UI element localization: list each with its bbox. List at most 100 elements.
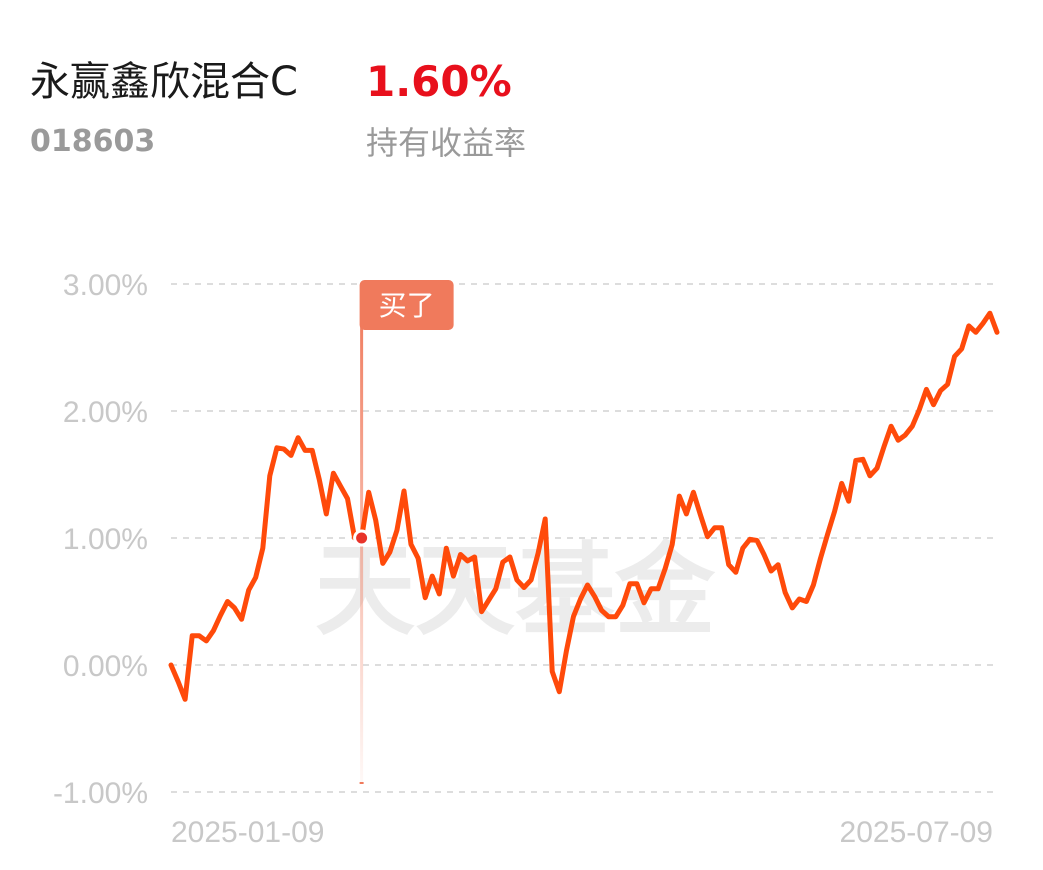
data-point — [437, 592, 441, 596]
data-point — [861, 457, 865, 461]
data-point — [211, 629, 215, 633]
data-point — [797, 597, 801, 601]
data-point — [233, 606, 237, 610]
data-point — [769, 569, 773, 573]
data-point — [515, 578, 519, 582]
data-point — [409, 542, 413, 546]
y-axis: 3.00% 2.00% 1.00% 0.00% -1.00% — [53, 269, 148, 810]
data-point — [578, 597, 582, 601]
data-point — [734, 570, 738, 574]
data-point — [924, 387, 928, 391]
data-point — [840, 481, 844, 485]
data-point — [635, 582, 639, 586]
data-point — [204, 639, 208, 643]
data-point — [656, 587, 660, 591]
data-point — [254, 575, 258, 579]
data-point — [593, 594, 597, 598]
data-point — [847, 499, 851, 503]
data-point — [882, 445, 886, 449]
data-point — [176, 680, 180, 684]
x-end-date-label: 2025-07-09 — [840, 816, 993, 849]
data-point — [903, 433, 907, 437]
data-point — [261, 546, 265, 550]
data-point — [190, 634, 194, 638]
data-point — [458, 553, 462, 557]
data-point — [931, 403, 935, 407]
data-point — [917, 408, 921, 412]
data-point — [466, 559, 470, 563]
fund-code: 018603 — [30, 124, 156, 159]
data-point — [331, 471, 335, 475]
data-point — [670, 542, 674, 546]
chart-grid — [171, 283, 997, 793]
y-tick-label: 0.00% — [63, 650, 148, 683]
data-point — [487, 598, 491, 602]
y-tick-label: -1.00% — [53, 777, 148, 810]
data-point — [974, 330, 978, 334]
data-point — [967, 324, 971, 328]
data-point — [416, 556, 420, 560]
fund-name: 永赢鑫欣混合C — [30, 59, 298, 105]
data-point — [345, 497, 349, 501]
data-point — [423, 596, 427, 600]
data-point — [628, 582, 632, 586]
data-point — [713, 526, 717, 530]
data-point — [522, 586, 526, 590]
data-point — [388, 550, 392, 554]
data-point — [338, 484, 342, 488]
data-point — [430, 574, 434, 578]
data-point — [621, 603, 625, 607]
data-point — [303, 448, 307, 452]
data-point — [480, 610, 484, 614]
data-point — [649, 587, 653, 591]
data-point — [494, 587, 498, 591]
data-point — [783, 591, 787, 595]
data-point — [183, 697, 187, 701]
data-point — [324, 512, 328, 516]
data-point — [529, 578, 533, 582]
buy-marker-label: 买了 — [379, 289, 435, 322]
data-point — [501, 560, 505, 564]
data-point — [564, 649, 568, 653]
data-point — [790, 606, 794, 610]
data-point — [762, 553, 766, 557]
data-point — [875, 466, 879, 470]
buy-marker-line — [360, 326, 364, 782]
data-point — [910, 424, 914, 428]
data-point — [939, 389, 943, 393]
data-point — [607, 615, 611, 619]
data-point — [995, 330, 999, 334]
data-point — [473, 555, 477, 559]
data-point — [444, 546, 448, 550]
return-line — [168, 310, 1000, 702]
data-point — [543, 517, 547, 521]
data-point — [741, 546, 745, 550]
data-point — [727, 563, 731, 567]
data-point — [896, 438, 900, 442]
data-point — [981, 321, 985, 325]
data-point — [748, 537, 752, 541]
data-point — [508, 555, 512, 559]
data-point — [868, 474, 872, 478]
y-tick-label: 1.00% — [63, 523, 148, 556]
data-point — [268, 474, 272, 478]
data-point — [218, 613, 222, 617]
buy-point — [353, 529, 371, 547]
data-point — [296, 436, 300, 440]
data-point — [374, 518, 378, 522]
data-point — [804, 600, 808, 603]
data-point — [586, 583, 590, 587]
data-point — [367, 490, 371, 494]
data-point — [169, 663, 173, 667]
data-point — [282, 447, 286, 451]
data-point — [946, 382, 950, 386]
data-point — [776, 563, 780, 567]
data-point — [289, 453, 293, 457]
data-point — [310, 448, 314, 452]
data-point — [826, 532, 830, 536]
x-axis: 2025-01-09 2025-07-09 — [171, 816, 993, 849]
data-point — [240, 617, 244, 621]
data-point — [395, 528, 399, 532]
data-point — [317, 478, 321, 482]
